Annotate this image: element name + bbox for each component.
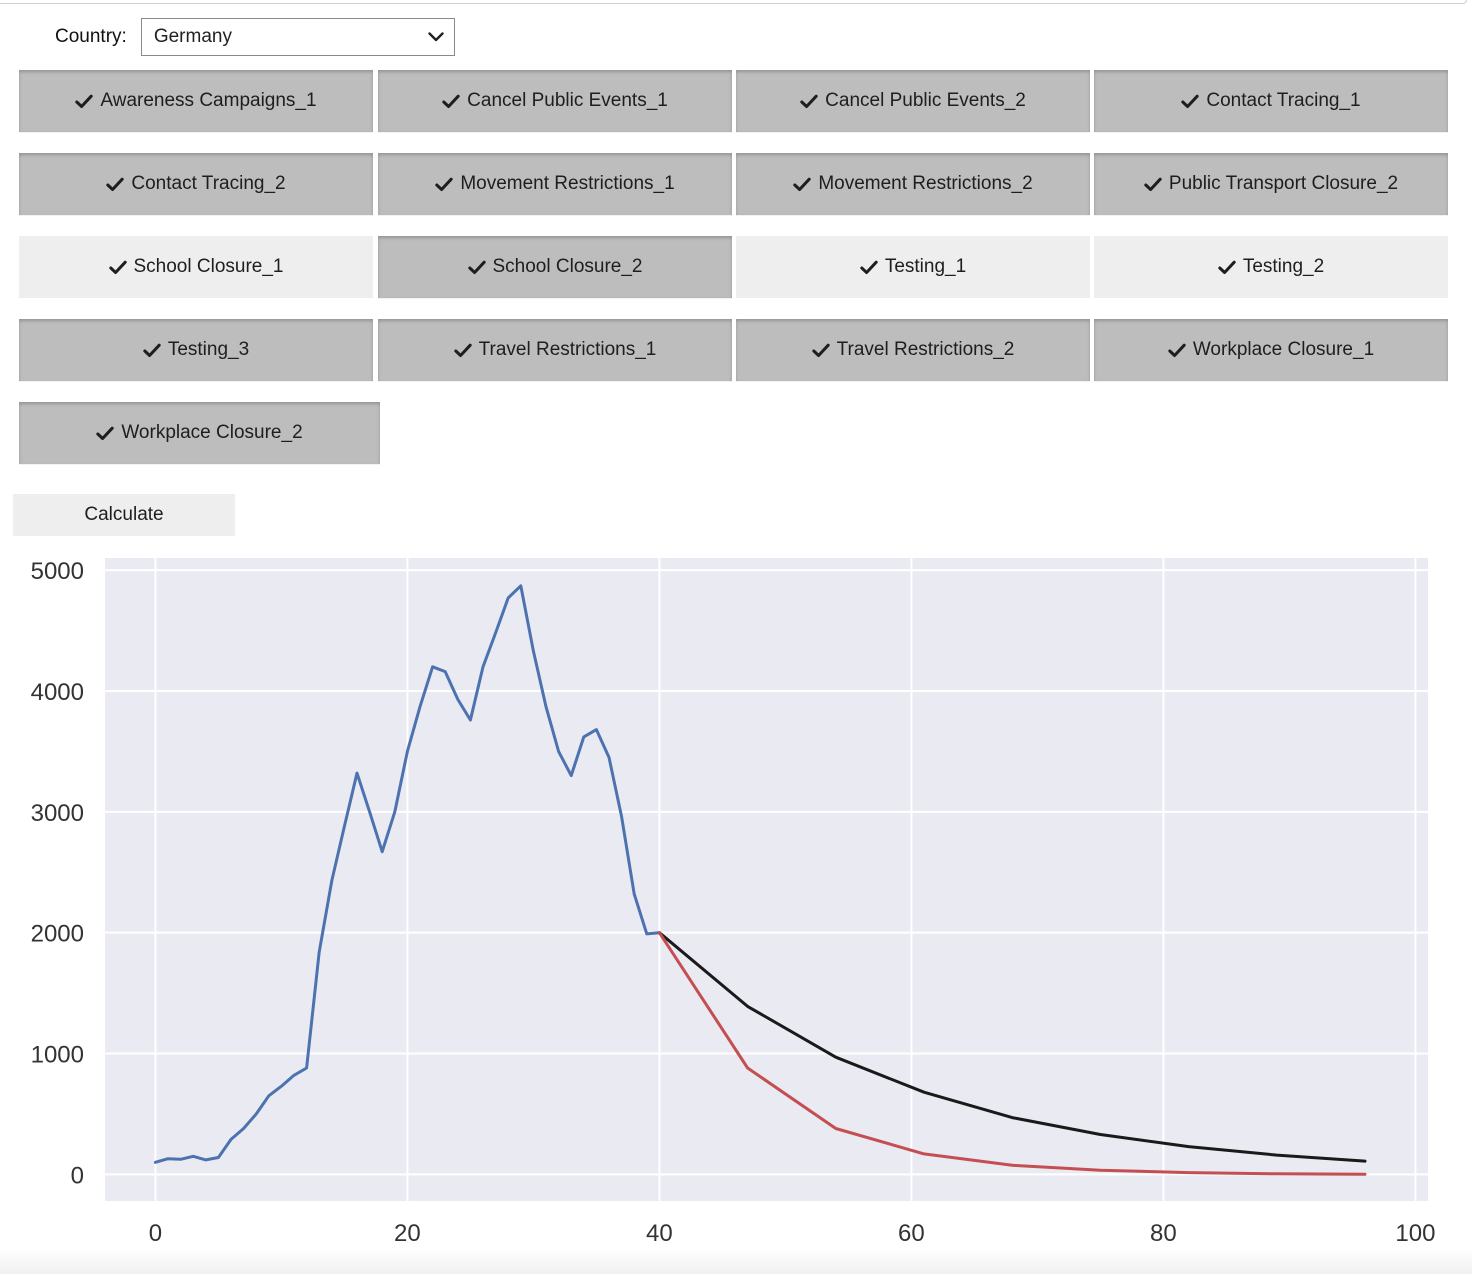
checkmark-icon <box>793 177 812 192</box>
toggle-label: Cancel Public Events_1 <box>467 90 668 111</box>
country-selected-value: Germany <box>153 26 232 47</box>
series-line-3 <box>657 931 1367 1176</box>
x-tick-label: 40 <box>646 1220 673 1247</box>
toggle-button[interactable]: Awareness Campaigns_1 <box>19 70 373 132</box>
toggle-label: Travel Restrictions_1 <box>478 339 657 360</box>
toggle-label: Cancel Public Events_2 <box>825 90 1026 111</box>
x-tick-label: 60 <box>898 1220 925 1247</box>
y-tick-label: 2000 <box>31 921 84 948</box>
toggle-button[interactable]: School Closure_2 <box>378 236 732 298</box>
country-dropdown[interactable]: Germany <box>140 18 455 56</box>
checkmark-icon <box>442 94 460 109</box>
y-tick-label: 4000 <box>31 679 84 706</box>
page-bottom-edge <box>0 1248 1472 1274</box>
toggle-label: Travel Restrictions_2 <box>836 339 1015 360</box>
x-tick-label: 80 <box>1150 1220 1177 1247</box>
x-tick-label: 100 <box>1395 1220 1435 1247</box>
toggle-label: School Closure_2 <box>492 256 643 277</box>
toggle-label: Movement Restrictions_1 <box>460 173 675 194</box>
toggle-label: Contact Tracing_1 <box>1206 90 1361 111</box>
container-border <box>0 0 1467 4</box>
y-tick-label: 5000 <box>31 558 84 585</box>
checkmark-icon <box>1181 94 1200 109</box>
plot-background <box>105 558 1428 1201</box>
toggle-button[interactable]: Movement Restrictions_2 <box>736 153 1090 215</box>
toggle-label: Testing_2 <box>1242 256 1325 277</box>
checkmark-icon <box>453 343 472 358</box>
country-label: Country: <box>55 26 127 47</box>
toggle-button[interactable]: School Closure_1 <box>19 236 373 298</box>
toggle-label: Contact Tracing_2 <box>131 173 286 194</box>
checkmark-icon <box>1168 343 1186 358</box>
toggle-label: Workplace Closure_2 <box>121 422 303 443</box>
toggle-button[interactable]: Contact Tracing_2 <box>19 153 373 215</box>
toggle-button[interactable]: Travel Restrictions_2 <box>736 319 1090 381</box>
y-tick-label: 0 <box>71 1162 84 1189</box>
toggle-button[interactable]: Testing_3 <box>19 319 373 381</box>
checkmark-icon <box>811 343 830 358</box>
checkmark-icon <box>75 94 94 109</box>
series-line-2 <box>657 931 1367 1163</box>
series-line-1 <box>153 584 661 1164</box>
country-selector-row: Country: Germany <box>55 16 455 58</box>
checkmark-icon <box>1144 177 1162 192</box>
toggle-label: Awareness Campaigns_1 <box>100 90 317 111</box>
toggle-label: Testing_3 <box>167 339 250 360</box>
y-tick-label: 1000 <box>31 1042 84 1069</box>
toggle-label: School Closure_1 <box>133 256 284 277</box>
toggle-button[interactable]: Testing_1 <box>736 236 1090 298</box>
checkmark-icon <box>467 260 486 275</box>
checkmark-icon <box>96 426 115 441</box>
checkmark-icon <box>106 177 125 192</box>
toggle-button[interactable]: Cancel Public Events_2 <box>736 70 1090 132</box>
toggle-label: Public Transport Closure_2 <box>1168 173 1399 194</box>
toggle-label: Workplace Closure_1 <box>1192 339 1375 360</box>
x-tick-label: 0 <box>149 1220 162 1247</box>
x-tick-label: 20 <box>394 1220 421 1247</box>
toggle-button[interactable]: Travel Restrictions_1 <box>378 319 732 381</box>
y-tick-label: 3000 <box>31 800 84 827</box>
toggle-button[interactable]: Testing_2 <box>1094 236 1448 298</box>
toggle-label: Movement Restrictions_2 <box>818 173 1033 194</box>
checkmark-icon <box>143 343 161 358</box>
checkmark-icon <box>1218 260 1236 275</box>
toggle-button[interactable]: Workplace Closure_1 <box>1094 319 1448 381</box>
checkmark-icon <box>435 177 454 192</box>
toggle-label: Testing_1 <box>884 256 967 277</box>
toggle-button[interactable]: Public Transport Closure_2 <box>1094 153 1448 215</box>
toggle-button[interactable]: Contact Tracing_1 <box>1094 70 1448 132</box>
toggle-button[interactable]: Workplace Closure_2 <box>19 402 380 464</box>
checkmark-icon <box>860 260 878 275</box>
toggle-button[interactable]: Movement Restrictions_1 <box>378 153 732 215</box>
calculate-button[interactable]: Calculate <box>13 494 235 536</box>
toggle-button[interactable]: Cancel Public Events_1 <box>378 70 732 132</box>
chevron-down-icon <box>428 32 444 42</box>
checkmark-icon <box>108 260 127 275</box>
checkmark-icon <box>800 94 818 109</box>
